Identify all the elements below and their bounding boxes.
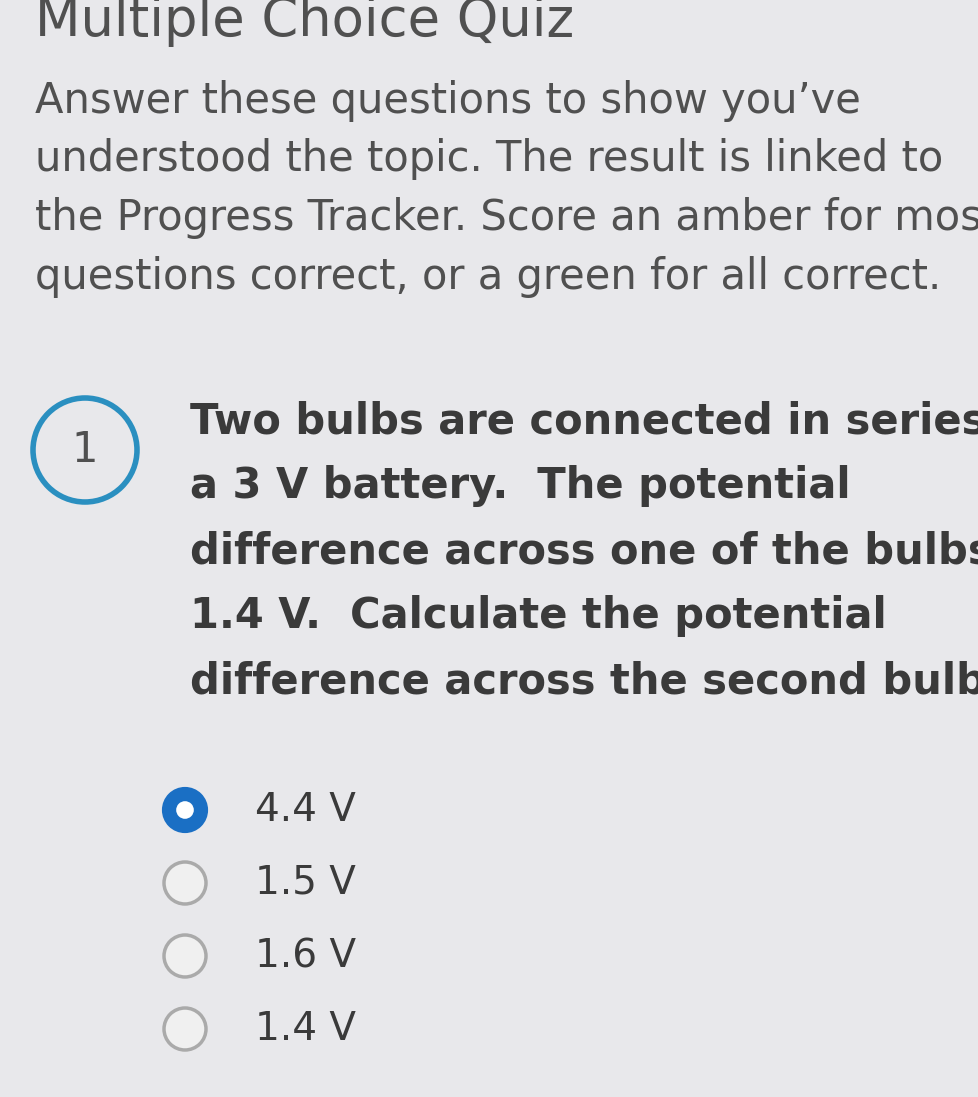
- Text: 1.4 V.  Calculate the potential: 1.4 V. Calculate the potential: [190, 595, 886, 637]
- Circle shape: [164, 862, 205, 904]
- Text: difference across one of the bulbs is: difference across one of the bulbs is: [190, 530, 978, 572]
- Text: a 3 V battery.  The potential: a 3 V battery. The potential: [190, 465, 850, 507]
- Text: Answer these questions to show you’ve
understood the topic. The result is linked: Answer these questions to show you’ve un…: [35, 80, 978, 297]
- Text: Two bulbs are connected in series to: Two bulbs are connected in series to: [190, 400, 978, 442]
- Text: 1.4 V: 1.4 V: [254, 1010, 356, 1048]
- Text: 1.6 V: 1.6 V: [254, 937, 356, 975]
- Text: 4.4 V: 4.4 V: [254, 791, 356, 829]
- Text: Multiple Choice Quiz: Multiple Choice Quiz: [35, 0, 573, 47]
- Text: 1: 1: [71, 429, 98, 471]
- Text: difference across the second bulb.: difference across the second bulb.: [190, 660, 978, 702]
- Circle shape: [164, 789, 205, 832]
- Circle shape: [164, 1008, 205, 1050]
- Text: 1.5 V: 1.5 V: [254, 864, 356, 902]
- Circle shape: [164, 935, 205, 977]
- Circle shape: [176, 801, 194, 818]
